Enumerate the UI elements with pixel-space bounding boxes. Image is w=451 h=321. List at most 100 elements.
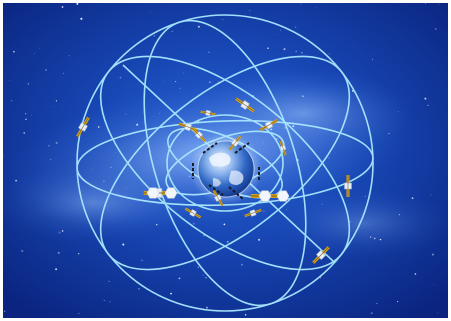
star — [280, 29, 282, 31]
star — [249, 10, 251, 12]
satellite-icon — [235, 97, 255, 113]
star — [227, 241, 229, 243]
star — [148, 163, 150, 165]
star — [115, 152, 117, 153]
star — [373, 237, 376, 240]
orbit-inclined-a — [99, 55, 351, 271]
star — [48, 144, 50, 147]
star — [3, 310, 6, 312]
star — [31, 114, 32, 116]
star — [77, 252, 80, 255]
star — [113, 154, 114, 156]
star — [397, 301, 399, 303]
orbit-inner-a — [166, 114, 284, 212]
satellite-icon — [76, 116, 90, 138]
star — [274, 123, 275, 125]
star — [430, 194, 432, 196]
star — [68, 55, 70, 57]
star — [109, 301, 111, 303]
star — [209, 81, 211, 84]
star — [278, 34, 279, 35]
star — [295, 50, 298, 53]
star — [76, 3, 79, 5]
star — [270, 128, 273, 131]
star — [149, 11, 151, 12]
star — [192, 222, 195, 225]
satellites — [76, 97, 352, 264]
star — [241, 263, 243, 266]
star — [376, 302, 378, 305]
star — [263, 141, 264, 143]
star — [61, 230, 64, 232]
star — [424, 97, 427, 100]
star — [431, 253, 434, 256]
star — [349, 220, 351, 222]
star — [284, 126, 286, 129]
star — [433, 283, 435, 285]
star — [3, 155, 4, 158]
star — [13, 50, 15, 53]
star — [241, 90, 243, 92]
star — [159, 113, 160, 114]
star — [197, 25, 200, 28]
star — [223, 223, 226, 226]
satellite-icon — [344, 175, 352, 197]
solar-panel-icon — [258, 190, 272, 202]
star — [156, 201, 157, 202]
satellite-icon — [312, 246, 330, 264]
star — [369, 236, 372, 238]
star — [58, 231, 61, 234]
star — [55, 100, 57, 102]
satellite-icon — [212, 189, 224, 207]
star — [136, 123, 139, 126]
star — [434, 28, 437, 31]
star — [371, 58, 374, 60]
star — [55, 141, 58, 144]
star — [370, 312, 373, 314]
star — [103, 300, 105, 302]
star — [23, 132, 26, 134]
star — [103, 180, 105, 182]
star — [437, 312, 439, 314]
star — [50, 158, 52, 160]
solar-panel-icon — [146, 187, 160, 199]
star — [203, 235, 205, 237]
star — [208, 51, 210, 53]
star — [328, 157, 330, 159]
star — [388, 132, 390, 135]
star — [206, 306, 208, 309]
star — [398, 214, 400, 216]
star — [427, 104, 429, 106]
star — [414, 273, 417, 275]
star — [397, 111, 399, 112]
star — [55, 268, 58, 271]
star — [171, 30, 173, 33]
satellite-icon — [191, 127, 207, 143]
satellite-cluster — [192, 142, 260, 200]
star — [80, 17, 83, 20]
star — [222, 18, 224, 20]
solar-panel-icon — [164, 187, 178, 199]
orbit-polar — [143, 19, 307, 307]
earth-globe — [190, 133, 262, 205]
star — [156, 224, 158, 226]
star — [263, 210, 265, 212]
star — [316, 7, 317, 8]
star — [301, 95, 304, 98]
star — [179, 87, 181, 90]
star — [78, 312, 80, 315]
star — [188, 175, 191, 178]
satellite-icon — [200, 110, 216, 116]
star — [97, 126, 100, 128]
star — [27, 83, 29, 85]
star — [182, 72, 184, 74]
star — [300, 3, 302, 5]
star — [364, 195, 367, 198]
satellite-icon — [184, 207, 202, 219]
satellite-icon — [244, 208, 262, 218]
star — [301, 52, 303, 54]
satellite-icon — [279, 140, 287, 156]
star — [110, 166, 112, 169]
star — [25, 113, 27, 115]
outer-orbit-sphere — [76, 14, 374, 312]
